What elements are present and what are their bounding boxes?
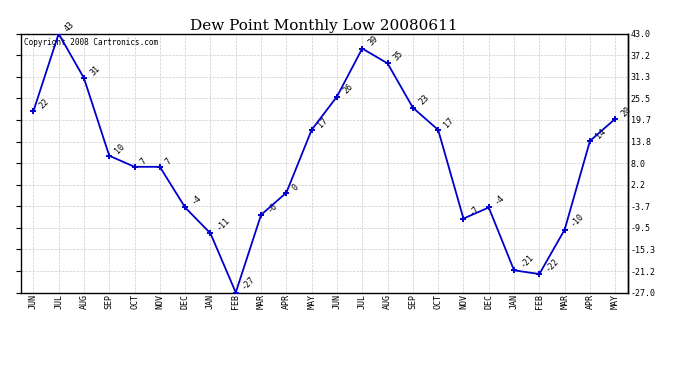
Text: 7: 7	[164, 156, 174, 166]
Text: -21: -21	[518, 253, 535, 270]
Text: 35: 35	[392, 49, 405, 63]
Text: 43: 43	[63, 20, 77, 33]
Text: -11: -11	[215, 216, 232, 232]
Text: 0: 0	[290, 182, 300, 192]
Text: -27: -27	[240, 275, 257, 292]
Text: 23: 23	[417, 93, 431, 107]
Text: 26: 26	[341, 82, 355, 96]
Text: -4: -4	[493, 193, 506, 207]
Text: -7: -7	[468, 204, 481, 218]
Text: 14: 14	[594, 127, 608, 140]
Text: 39: 39	[366, 34, 380, 48]
Text: 10: 10	[113, 141, 127, 155]
Text: -6: -6	[265, 201, 279, 214]
Text: 17: 17	[316, 116, 329, 129]
Text: -4: -4	[189, 193, 203, 207]
Text: 17: 17	[442, 116, 456, 129]
Text: 7: 7	[139, 156, 148, 166]
Title: Dew Point Monthly Low 20080611: Dew Point Monthly Low 20080611	[190, 19, 458, 33]
Text: 20: 20	[620, 105, 633, 118]
Text: -10: -10	[569, 212, 586, 229]
Text: 22: 22	[37, 97, 51, 111]
Text: Copyright 2008 Cartronics.com: Copyright 2008 Cartronics.com	[23, 38, 158, 46]
Text: -22: -22	[544, 256, 560, 273]
Text: 31: 31	[88, 64, 101, 77]
